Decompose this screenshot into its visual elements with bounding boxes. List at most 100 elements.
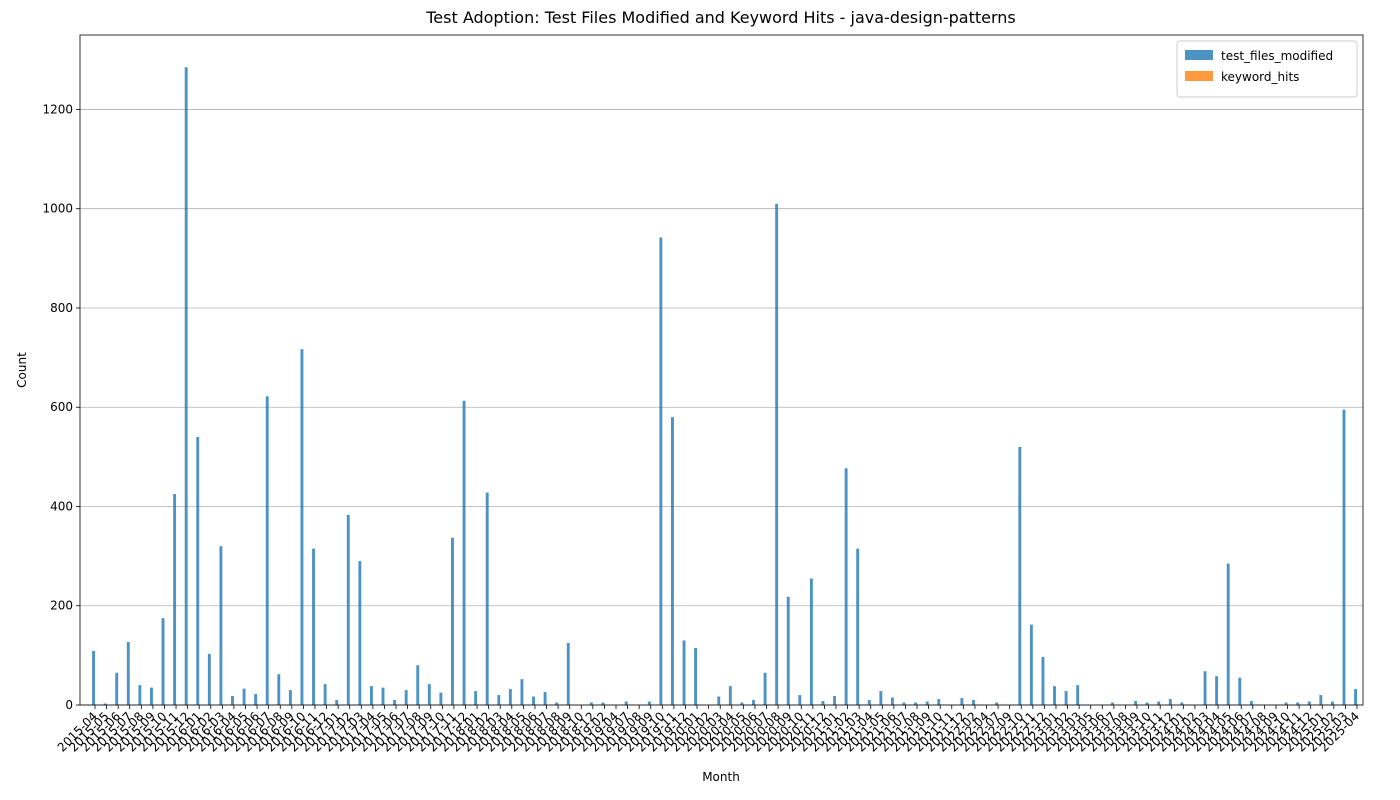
bar [566, 642, 570, 705]
bar [1134, 701, 1138, 705]
bar [161, 618, 165, 705]
x-axis-label: Month [702, 770, 740, 784]
legend-swatch [1185, 71, 1213, 81]
bar [624, 701, 628, 705]
bar [809, 578, 813, 705]
bar [196, 437, 200, 705]
y-tick-label: 1000 [42, 202, 73, 216]
bar [497, 695, 501, 705]
bar [925, 701, 929, 705]
bar [532, 696, 535, 705]
bar [1354, 689, 1357, 705]
bar [960, 698, 964, 705]
bar [671, 417, 674, 705]
legend-swatch [1185, 50, 1213, 60]
bar [589, 702, 593, 705]
bar [462, 400, 466, 705]
bar [149, 687, 153, 705]
bar [346, 514, 350, 705]
y-tick-label: 1200 [42, 102, 73, 116]
bar [728, 686, 732, 705]
bar [451, 537, 454, 705]
bar [659, 237, 663, 705]
bar [358, 561, 362, 705]
bar [694, 647, 698, 705]
bar [439, 692, 443, 705]
bar [173, 494, 177, 705]
bar [1203, 671, 1207, 705]
bar [555, 702, 559, 705]
bar [798, 695, 802, 705]
y-tick-label: 0 [65, 698, 73, 712]
bar [381, 687, 385, 705]
bar [207, 653, 211, 705]
plot-frame [79, 34, 1364, 706]
bar [867, 700, 871, 705]
bar [265, 396, 269, 705]
legend-label: keyword_hits [1221, 70, 1299, 84]
bar [508, 689, 512, 705]
bar [219, 546, 223, 705]
bar [890, 697, 894, 705]
bar [1168, 699, 1172, 705]
bar [369, 686, 373, 705]
bar [786, 596, 790, 705]
bar [1296, 702, 1300, 705]
bar [242, 688, 246, 705]
bar [1330, 701, 1334, 705]
bar [277, 674, 281, 705]
bar [1076, 685, 1080, 705]
bar [717, 696, 721, 705]
bar [833, 696, 836, 705]
bar [1110, 702, 1114, 705]
bar [844, 468, 848, 705]
bar [1041, 656, 1045, 705]
bar [752, 700, 755, 705]
bar [995, 702, 999, 705]
bar [1238, 677, 1242, 705]
y-tick-label: 800 [50, 301, 73, 315]
bar [914, 702, 918, 705]
bar [103, 703, 107, 705]
bar [126, 641, 130, 705]
bar [485, 492, 489, 705]
bar [1307, 701, 1311, 705]
legend: test_files_modified keyword_hits [1176, 40, 1358, 98]
y-axis-label: Count [15, 352, 29, 388]
bar [1226, 563, 1230, 705]
bar [856, 548, 860, 705]
bar [254, 694, 258, 705]
bar [231, 696, 234, 705]
bar [1145, 702, 1149, 705]
y-tick-label: 400 [50, 499, 73, 513]
bar [92, 650, 95, 705]
bar [775, 203, 779, 706]
bar [1180, 702, 1184, 705]
bar [323, 684, 327, 705]
bar [1284, 702, 1288, 705]
bar [1029, 624, 1033, 705]
bar [416, 665, 420, 705]
bar [879, 691, 883, 705]
bar [1319, 695, 1323, 705]
bar [1053, 686, 1056, 705]
bar [647, 701, 651, 705]
bar [740, 702, 744, 705]
bar [300, 349, 304, 705]
bar [937, 699, 941, 705]
bar [972, 700, 975, 705]
legend-frame [1176, 40, 1358, 98]
bar [335, 700, 339, 705]
bar [115, 672, 119, 705]
bar [1215, 676, 1219, 705]
bar [138, 685, 142, 705]
bar [1064, 691, 1068, 705]
legend-label: test_files_modified [1221, 49, 1333, 63]
chart-title: Test Adoption: Test Files Modified and K… [425, 8, 1016, 27]
bar [184, 67, 188, 705]
y-tick-label: 600 [50, 400, 73, 414]
bar [902, 702, 906, 705]
bar [763, 672, 767, 705]
bar [312, 548, 315, 705]
